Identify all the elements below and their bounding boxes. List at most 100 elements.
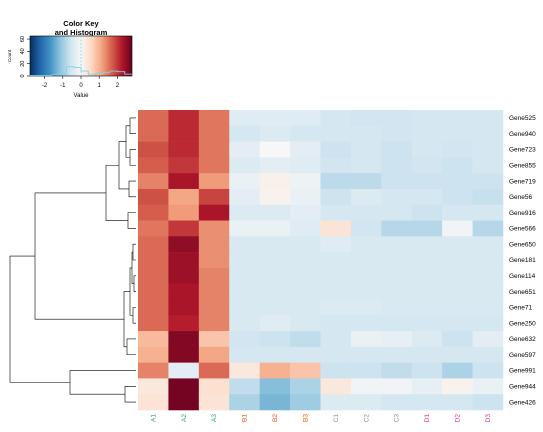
heatmap-cell — [381, 394, 413, 411]
heatmap-cell — [411, 267, 443, 284]
heatmap-cell — [411, 125, 443, 142]
heatmap-cell — [442, 173, 473, 190]
heatmap-cell — [350, 141, 382, 158]
color-key-x-tick-label: -1 — [60, 83, 66, 89]
heatmap-cell — [198, 188, 230, 206]
heatmap-cell — [381, 173, 413, 190]
heatmap-cell — [290, 110, 321, 127]
dendrogram-branch — [123, 291, 130, 348]
heatmap-cell — [168, 394, 200, 411]
heatmap-cell — [350, 267, 382, 284]
heatmap-cell — [259, 236, 291, 253]
color-key-ylabel: Count — [7, 49, 12, 62]
column-label: D3 — [485, 414, 492, 423]
heatmap-cell — [229, 283, 260, 300]
dendrogram-branch — [127, 212, 136, 229]
heatmap-cell — [138, 125, 169, 142]
heatmap-cell — [138, 315, 169, 332]
color-key-xlabel: Value — [74, 93, 90, 99]
heatmap-cell — [350, 315, 382, 332]
row-label: Gene597 — [509, 352, 536, 359]
heatmap-cell — [472, 125, 504, 142]
heatmap-cell — [411, 299, 443, 316]
row-label: Gene719 — [509, 178, 536, 185]
heatmap-cell — [381, 188, 413, 206]
heatmap-cell — [290, 125, 321, 142]
heatmap-cell — [259, 125, 291, 142]
heatmap-cell — [350, 252, 382, 269]
column-label: D2 — [455, 414, 462, 423]
heatmap-cell — [472, 362, 504, 379]
heatmap-cell — [259, 173, 291, 190]
heatmap-cell — [411, 204, 443, 221]
heatmap-cell — [411, 252, 443, 269]
heatmap-cell — [320, 125, 352, 142]
dendrogram-branch — [34, 192, 124, 320]
heatmap-cell — [259, 141, 291, 158]
dendrogram-branch — [124, 386, 136, 403]
heatmap-cell — [472, 378, 504, 395]
heatmap-cell — [442, 299, 473, 316]
row-label: Gene250 — [509, 320, 536, 327]
heatmap-cell — [229, 315, 260, 332]
heatmap-cell — [381, 267, 413, 284]
row-dendrogram — [9, 117, 136, 403]
heatmap-cell — [168, 220, 200, 237]
heatmap-cell — [198, 141, 230, 158]
heatmap-cell — [290, 283, 321, 300]
row-label: Gene71 — [509, 305, 533, 312]
heatmap-cell — [411, 283, 443, 300]
heatmap-cell — [168, 141, 200, 158]
heatmap-cell — [320, 331, 352, 348]
heatmap-cell — [442, 204, 473, 221]
heatmap-cell — [472, 204, 504, 221]
heatmap-cell — [229, 236, 260, 253]
heatmap-cell — [290, 252, 321, 269]
heatmap-cell — [138, 283, 169, 300]
heatmap-cell — [198, 220, 230, 237]
heatmap-cell — [198, 378, 230, 395]
heatmap-cell — [168, 204, 200, 221]
heatmap-cell — [350, 236, 382, 253]
heatmap-cell — [259, 362, 291, 379]
heatmap-cell — [381, 141, 413, 158]
heatmap-cell — [442, 267, 473, 284]
dendrogram-branch — [129, 149, 136, 166]
heatmap-cell — [168, 315, 200, 332]
heatmap-cell — [442, 236, 473, 253]
heatmap-cell — [381, 346, 413, 363]
heatmap-cell — [198, 110, 230, 127]
heatmap-cell — [138, 346, 169, 363]
heatmap-cell — [259, 220, 291, 237]
heatmap-cell — [350, 220, 382, 237]
heatmap-cell — [259, 394, 291, 411]
heatmap-cell — [411, 220, 443, 237]
heatmap-cell — [381, 157, 413, 174]
heatmap-cell — [290, 188, 321, 206]
row-label: Gene426 — [509, 399, 536, 406]
heatmap-cell — [229, 220, 260, 237]
color-key-y-tick-label: 0 — [20, 74, 26, 77]
heatmap-cell — [290, 378, 321, 395]
heatmap-cell — [472, 173, 504, 190]
column-label: C1 — [333, 414, 340, 423]
heatmap-cell — [442, 110, 473, 127]
heatmap-cell — [350, 283, 382, 300]
heatmap-cell — [290, 394, 321, 411]
heatmap-cell — [168, 362, 200, 379]
heatmap-cell — [350, 346, 382, 363]
row-label: Gene651 — [509, 289, 536, 296]
heatmap-cell — [138, 331, 169, 348]
heatmap-cell — [442, 362, 473, 379]
heatmap-cell — [168, 157, 200, 174]
heatmap-cell — [198, 346, 230, 363]
heatmap-cell — [229, 125, 260, 142]
heatmap-cell — [350, 173, 382, 190]
dendrogram-branch — [9, 255, 70, 383]
dendrogram-branch — [133, 275, 136, 292]
heatmap-cells — [138, 110, 504, 411]
heatmap-cell — [472, 299, 504, 316]
heatmap-cell — [168, 252, 200, 269]
heatmap-cell — [229, 299, 260, 316]
heatmap-cell — [320, 346, 352, 363]
